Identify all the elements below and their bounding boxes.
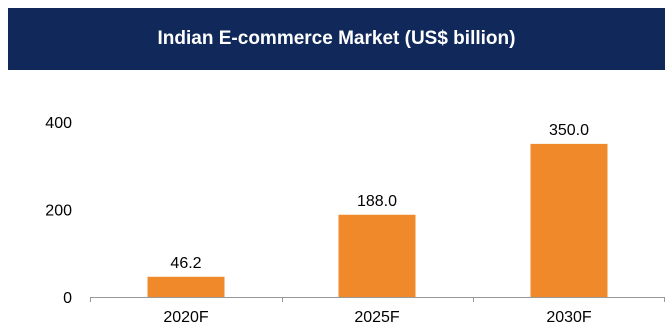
x-tick-label: 2030F xyxy=(546,309,592,326)
bar-2030f xyxy=(530,143,608,297)
data-label: 188.0 xyxy=(357,193,397,210)
y-tick-label: 200 xyxy=(45,203,72,220)
data-label: 350.0 xyxy=(549,122,589,139)
chart-title-bar: Indian E-commerce Market (US$ billion) xyxy=(8,8,665,70)
x-tick-label: 2025F xyxy=(354,309,400,326)
y-tick-label: 0 xyxy=(63,290,72,307)
y-tick-label: 400 xyxy=(45,115,72,132)
chart-title: Indian E-commerce Market (US$ billion) xyxy=(157,28,516,49)
bar-2020f xyxy=(147,276,225,297)
x-tick-label: 2020F xyxy=(163,309,209,326)
data-label: 46.2 xyxy=(170,255,201,272)
bar-2025f xyxy=(338,214,416,297)
